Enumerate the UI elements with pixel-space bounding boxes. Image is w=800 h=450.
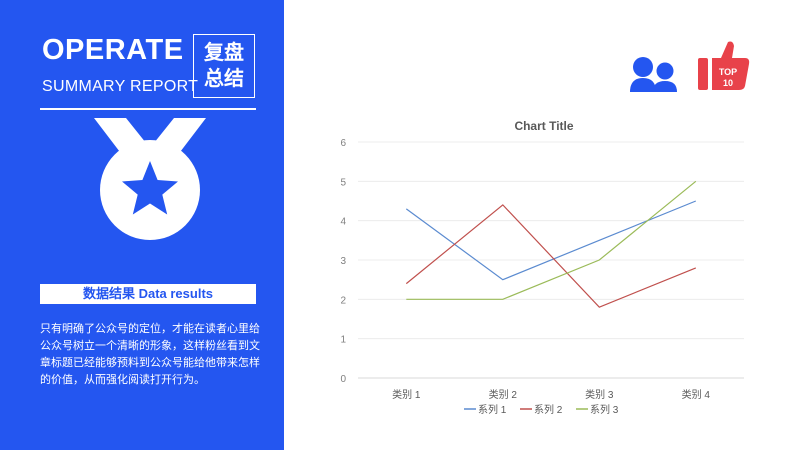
title-english: OPERATE xyxy=(42,34,184,66)
chart-series xyxy=(405,180,697,308)
y-tick-label: 5 xyxy=(340,177,346,188)
legend-label: 系列 1 xyxy=(478,403,507,416)
x-tick-label: 类别 2 xyxy=(489,388,518,401)
top10-text1: TOP xyxy=(719,67,737,77)
chart-title: Chart Title xyxy=(514,119,573,133)
y-axis: 0 1 2 3 4 5 6 xyxy=(340,138,346,385)
series-line-2 xyxy=(405,204,697,308)
title-chinese-line2: 总结 xyxy=(204,68,244,90)
chart-legend: 系列 1 系列 2 系列 3 xyxy=(464,403,619,416)
legend-label: 系列 2 xyxy=(534,403,563,416)
x-tick-label: 类别 3 xyxy=(585,388,614,401)
thumbs-up-top10-icon: TOP 10 xyxy=(698,41,750,90)
y-tick-label: 2 xyxy=(340,295,346,306)
users-icon xyxy=(630,57,677,92)
x-tick-label: 类别 1 xyxy=(392,388,421,401)
description-paragraph: 只有明确了公众号的定位，才能在读者心里给公众号树立一个清晰的形象，这样粉丝看到文… xyxy=(40,323,260,386)
y-tick-label: 1 xyxy=(340,335,346,346)
title-chinese-box: 复盘 总结 xyxy=(193,34,255,98)
y-tick-label: 6 xyxy=(340,138,346,149)
medal-icon xyxy=(94,118,206,240)
series-line-3 xyxy=(406,180,697,300)
top10-text2: 10 xyxy=(723,78,733,88)
y-tick-label: 0 xyxy=(340,374,346,385)
legend-label: 系列 3 xyxy=(590,403,619,416)
y-tick-label: 3 xyxy=(340,256,346,267)
series-line-1 xyxy=(405,200,697,281)
line-chart: Chart Title 0 1 2 3 4 5 6 类别 1 类别 2 类别 3 类别 4 系列 … xyxy=(340,119,744,416)
y-tick-label: 4 xyxy=(340,217,346,228)
divider xyxy=(40,108,256,110)
x-axis: 类别 1 类别 2 类别 3 类别 4 xyxy=(392,388,710,401)
summary-panel: OPERATE SUMMARY REPORT 复盘 总结 数据结果 Data r… xyxy=(0,0,284,450)
title-chinese-line1: 复盘 xyxy=(204,42,244,64)
subtitle-english: SUMMARY REPORT xyxy=(42,78,199,95)
results-label: 数据结果 Data results xyxy=(40,284,256,304)
x-tick-label: 类别 4 xyxy=(682,388,711,401)
header-icons: TOP 10 xyxy=(630,41,750,92)
